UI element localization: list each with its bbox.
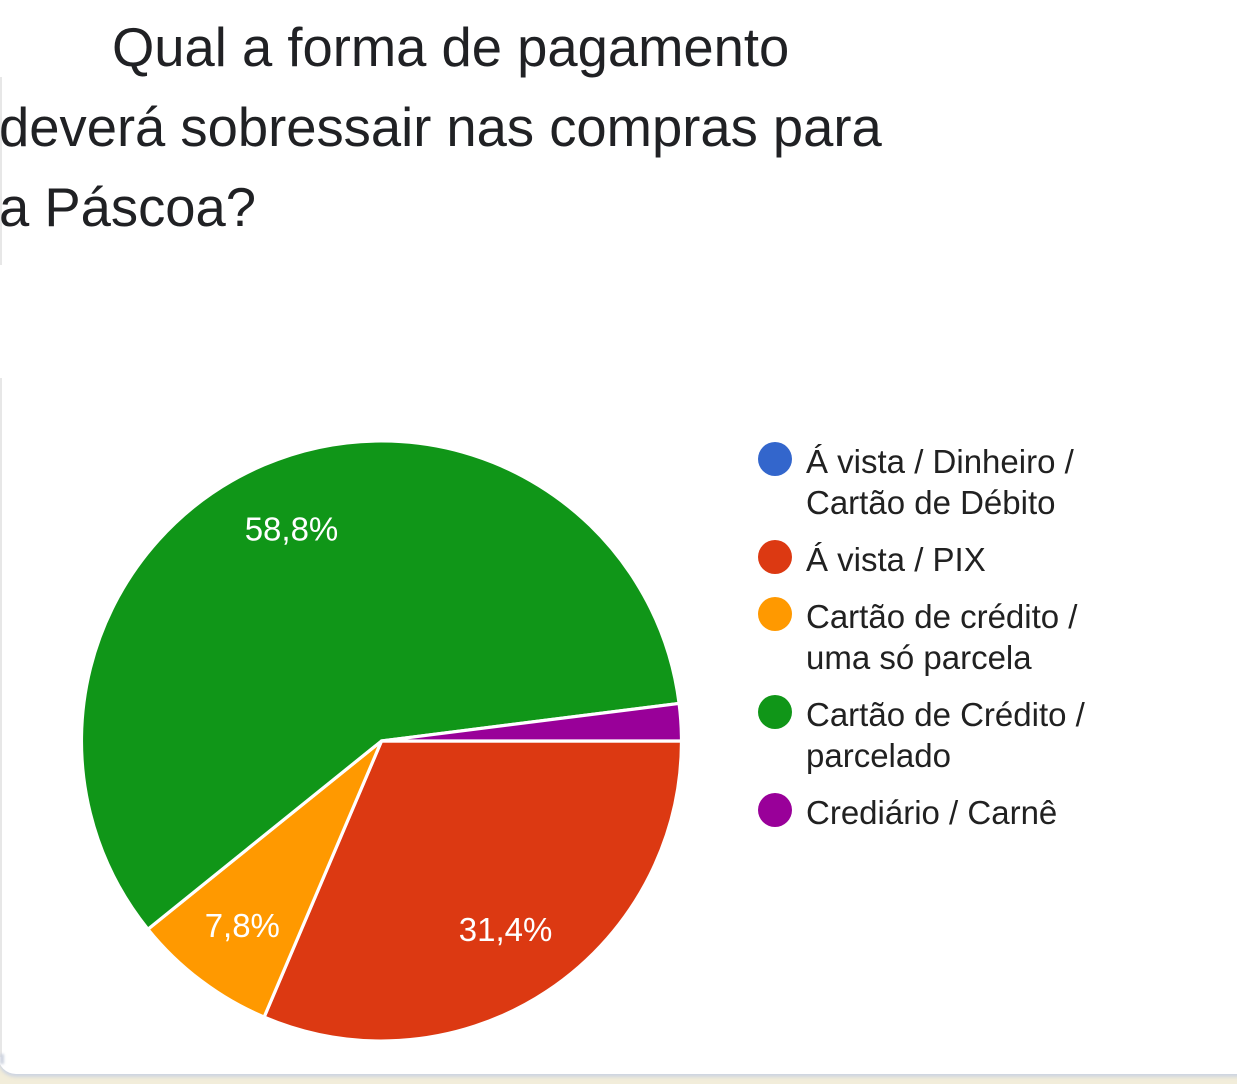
svg-text:58,8%: 58,8%: [245, 511, 339, 548]
svg-text:31,4%: 31,4%: [459, 911, 553, 948]
svg-text:7,8%: 7,8%: [205, 907, 280, 944]
